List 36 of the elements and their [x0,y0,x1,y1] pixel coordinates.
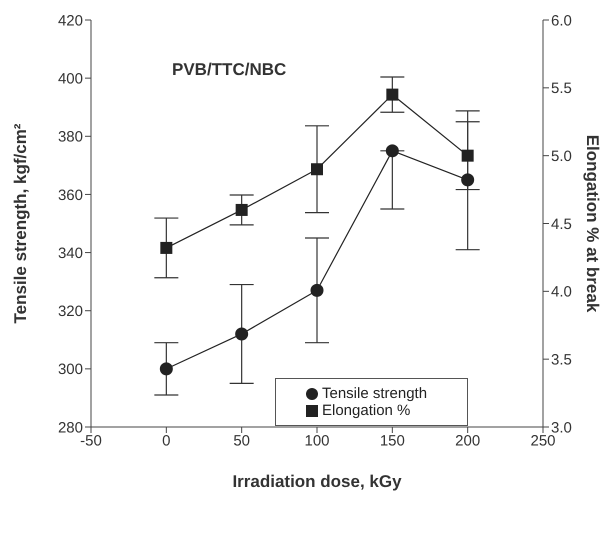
y2-tick-label: 3.5 [551,351,572,368]
x-tick-label: 0 [162,432,171,450]
y-tick-label: 300 [58,361,83,378]
point [386,88,398,101]
point [160,362,173,376]
point [462,150,474,162]
point [160,242,172,254]
point [236,204,248,216]
y-tick-label: 380 [58,128,83,146]
y-axis-title: Tensile strength, kgf/cm² [11,123,30,324]
x-tick-label: -50 [80,432,102,450]
x-tick-label: 100 [304,432,330,450]
y-tick-label: 420 [58,12,83,30]
y2-tick-label: 4.0 [551,284,572,301]
text: PVB/TTC/NBC [172,60,286,80]
y-tick-label: 340 [58,244,83,262]
y2-tick-label: 5.5 [551,80,572,98]
legend-label: Tensile strength [322,385,428,402]
y2-tick-label: 5.0 [551,148,572,165]
y2-tick-label: 4.5 [551,216,572,233]
y-tick-label: 360 [58,186,83,204]
y-tick-label: 400 [58,70,83,88]
point [235,327,248,340]
x-tick-label: 200 [455,432,480,450]
legend-label: Elongation % [322,402,410,419]
point [311,163,323,176]
x-tick-label: 150 [380,432,405,450]
x-axis-title: Irradiation dose, kGy [232,472,402,491]
x-tick-label: 50 [233,432,250,450]
point [310,284,324,297]
y-tick-label: 320 [58,303,83,320]
point [386,144,399,158]
point [461,173,474,186]
y2-axis-title: Elongation % at break [582,134,602,313]
y-tick-label: 280 [58,419,83,436]
y2-tick-label: 6.0 [551,12,572,30]
